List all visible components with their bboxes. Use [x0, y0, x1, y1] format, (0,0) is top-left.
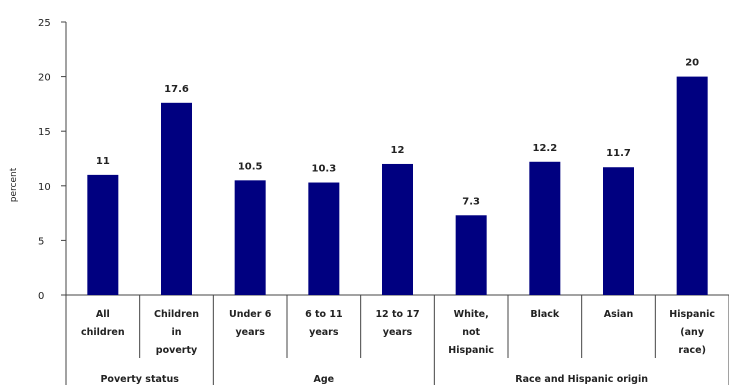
bar — [87, 174, 119, 295]
category-label: not — [462, 327, 480, 338]
y-tick-label: 15 — [38, 127, 51, 138]
value-label: 12.2 — [532, 143, 557, 154]
bar — [382, 163, 413, 295]
y-tick-label: 20 — [38, 73, 51, 84]
category-label: children — [81, 327, 125, 338]
value-label: 11 — [96, 156, 110, 167]
value-label: 17.6 — [164, 84, 189, 95]
group-labels: Poverty status Age Race and Hispanic origi… — [100, 374, 648, 385]
category-label: White, — [454, 309, 489, 320]
category-label: 6 to 11 — [305, 309, 343, 320]
category-label: race) — [678, 345, 706, 356]
bar — [234, 180, 266, 295]
category-label: years — [309, 327, 339, 338]
value-label: 20 — [685, 58, 699, 69]
y-tick-label: 25 — [38, 18, 51, 29]
category-label: Children — [154, 309, 199, 320]
category-label: Black — [530, 309, 560, 320]
y-tick-label: 5 — [38, 236, 44, 247]
value-labels: 11 17.6 10.5 10.3 12 7.3 12.2 11.7 20 — [96, 58, 699, 208]
group-label: Race and Hispanic origin — [515, 374, 648, 385]
category-label: years — [383, 327, 413, 338]
category-label: years — [235, 327, 265, 338]
y-tick-label: 10 — [38, 182, 51, 193]
bar — [161, 102, 192, 295]
value-label: 10.5 — [238, 161, 263, 172]
value-label: 10.3 — [311, 164, 336, 175]
category-label: Under 6 — [229, 309, 272, 320]
category-label: in — [171, 327, 181, 338]
value-label: 11.7 — [606, 148, 631, 159]
y-axis-label: percent — [9, 167, 19, 202]
category-label: Hispanic — [448, 345, 494, 356]
value-label: 7.3 — [462, 196, 480, 207]
category-label: Hispanic — [669, 309, 715, 320]
category-label: (any — [680, 327, 705, 338]
y-ticks: 0 5 10 15 20 25 — [38, 18, 66, 302]
bars — [87, 76, 708, 295]
category-label: 12 to 17 — [375, 309, 419, 320]
category-label: poverty — [156, 345, 198, 356]
bar — [455, 215, 487, 295]
category-label: Asian — [604, 309, 634, 320]
y-tick-label: 0 — [38, 291, 44, 302]
bar — [676, 76, 708, 295]
group-label: Poverty status — [100, 374, 179, 385]
group-label: Age — [314, 374, 335, 385]
bar — [603, 167, 634, 295]
bar — [529, 161, 561, 295]
value-label: 12 — [391, 145, 405, 156]
category-label: All — [96, 309, 110, 320]
bar — [308, 182, 340, 295]
category-labels: All children Children in poverty Under 6 years… — [81, 309, 715, 356]
